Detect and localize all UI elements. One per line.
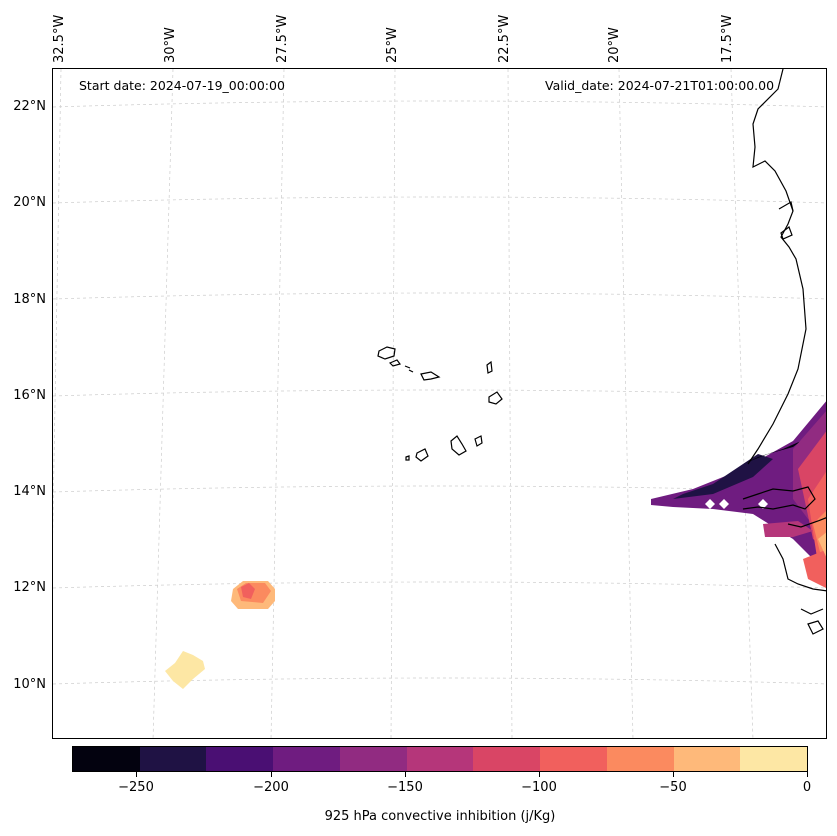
lon-label-17-5w: 17.5°W [720, 14, 735, 63]
lat-label-20n: 20°N [13, 195, 46, 210]
colorbar-segment [473, 747, 541, 771]
colorbar-tick-0: 0 [802, 780, 812, 795]
colorbar-tick-neg250: −250 [118, 780, 154, 795]
cin-band-dark [673, 454, 773, 499]
lat-label-12n: 12°N [13, 580, 46, 595]
colorbar-segment [273, 747, 340, 771]
lon-label-25w: 25°W [385, 27, 400, 63]
colorbar-segment [673, 747, 741, 771]
graticule [53, 69, 826, 738]
start-date-label: Start date: 2024-07-19_00:00:00 [79, 78, 285, 93]
cin-patch-mid [231, 581, 275, 609]
colorbar-segment [540, 747, 607, 771]
lon-label-27-5w: 27.5°W [275, 14, 290, 63]
cin-band-south [763, 521, 813, 537]
cin-contours-africa [651, 401, 826, 588]
colorbar-segment [139, 747, 207, 771]
cin-band-coast [803, 549, 826, 588]
lat-label-14n: 14°N [13, 484, 46, 499]
colorbar-tick-neg100: −100 [521, 780, 557, 795]
colorbar-segment [606, 747, 674, 771]
colorbar-segment [740, 747, 808, 771]
lat-label-22n: 22°N [13, 99, 46, 114]
lon-label-30w: 30°W [163, 27, 178, 63]
valid-date-label: Valid_date: 2024-07-21T01:00:00.00 [545, 78, 775, 93]
cin-band-light [818, 532, 826, 557]
colorbar [72, 746, 808, 772]
lon-label-22-5w: 22.5°W [497, 14, 512, 63]
cape-verde-islands [377, 346, 503, 462]
colorbar-label: 925 hPa convective inhibition (j/Kg) [324, 809, 556, 824]
lon-label-20w: 20°W [607, 27, 622, 63]
lon-label-32-5w: 32.5°W [52, 14, 67, 63]
map-panel [52, 68, 827, 739]
cin-patch-south [165, 651, 205, 689]
lat-label-16n: 16°N [13, 388, 46, 403]
colorbar-segment [339, 747, 407, 771]
lat-label-18n: 18°N [13, 292, 46, 307]
colorbar-tick-neg50: −50 [659, 780, 687, 795]
colorbar-segment [406, 747, 474, 771]
african-coastline [742, 69, 826, 635]
map-canvas [53, 69, 826, 738]
colorbar-segment [206, 747, 274, 771]
colorbar-tick-neg200: −200 [253, 780, 289, 795]
lat-label-10n: 10°N [13, 677, 46, 692]
colorbar-tick-neg150: −150 [387, 780, 423, 795]
colorbar-segment [73, 747, 140, 771]
